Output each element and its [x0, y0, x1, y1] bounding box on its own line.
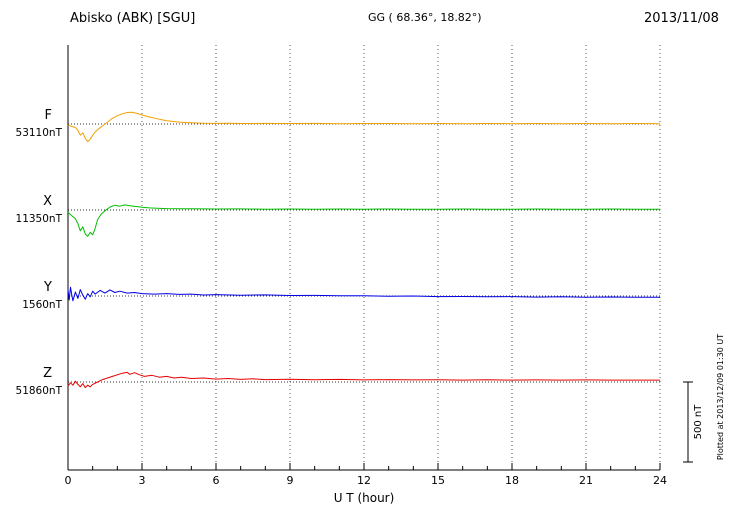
trace-z	[67, 371, 660, 389]
series-label-y: Y	[43, 280, 52, 295]
trace-x	[67, 204, 660, 237]
series-baseline-f: 53110nT	[16, 127, 63, 139]
series-baseline-x: 11350nT	[16, 213, 63, 225]
trace-y	[67, 286, 660, 302]
x-tick-label: 3	[139, 474, 146, 487]
x-tick-label: 6	[213, 474, 220, 487]
date-label: 2013/11/08	[644, 11, 719, 26]
series-label-x: X	[43, 194, 52, 209]
series-baseline-z: 51860nT	[16, 385, 63, 397]
x-tick-label: 0	[65, 474, 72, 487]
x-tick-label: 24	[653, 474, 667, 487]
series-label-f: F	[45, 108, 52, 123]
x-tick-label: 12	[357, 474, 371, 487]
x-tick-label: 15	[431, 474, 445, 487]
chart-layer: 0 3 6 9 12 15 18 21 24	[65, 45, 693, 487]
station-title: Abisko (ABK) [SGU]	[70, 11, 195, 26]
series-baseline-y: 1560nT	[22, 299, 62, 311]
scale-bar-label: 500 nT	[693, 404, 704, 440]
x-tick-label: 21	[579, 474, 593, 487]
x-axis-title: U T (hour)	[334, 491, 395, 505]
coordinates-label: GG ( 68.36°, 18.82°)	[368, 11, 482, 24]
x-tick-label: 18	[505, 474, 519, 487]
trace-f	[67, 111, 661, 143]
plotted-at-note: Plotted at 2013/12/09 01:30 UT	[716, 334, 725, 460]
series-label-z: Z	[43, 366, 52, 381]
x-tick-label: 9	[287, 474, 294, 487]
